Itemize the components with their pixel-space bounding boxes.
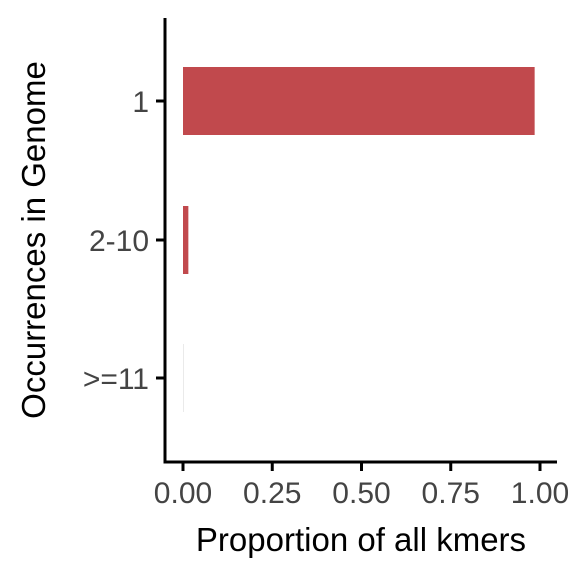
- y-tick-label: >=11: [83, 363, 149, 396]
- x-tick-label: 0.00: [154, 477, 212, 510]
- x-tick-label: 1.00: [511, 477, 569, 510]
- y-tick-label: 2-10: [89, 225, 149, 258]
- bar-1: [183, 67, 535, 135]
- x-tick-label: 0.75: [422, 477, 480, 510]
- bar-2-10: [183, 206, 189, 274]
- x-tick-label: 0.50: [332, 477, 390, 510]
- x-axis-title: Proportion of all kmers: [196, 521, 526, 558]
- x-tick-label: 0.25: [243, 477, 301, 510]
- y-axis-ticks: 1 2-10 >=11: [83, 86, 165, 396]
- y-axis-title: Occurrences in Genome: [15, 61, 52, 419]
- x-axis-ticks: 0.00 0.25 0.50 0.75 1.00: [154, 462, 569, 510]
- y-tick-label: 1: [132, 86, 149, 119]
- bar--11: [183, 344, 184, 412]
- bars-group: [183, 67, 535, 412]
